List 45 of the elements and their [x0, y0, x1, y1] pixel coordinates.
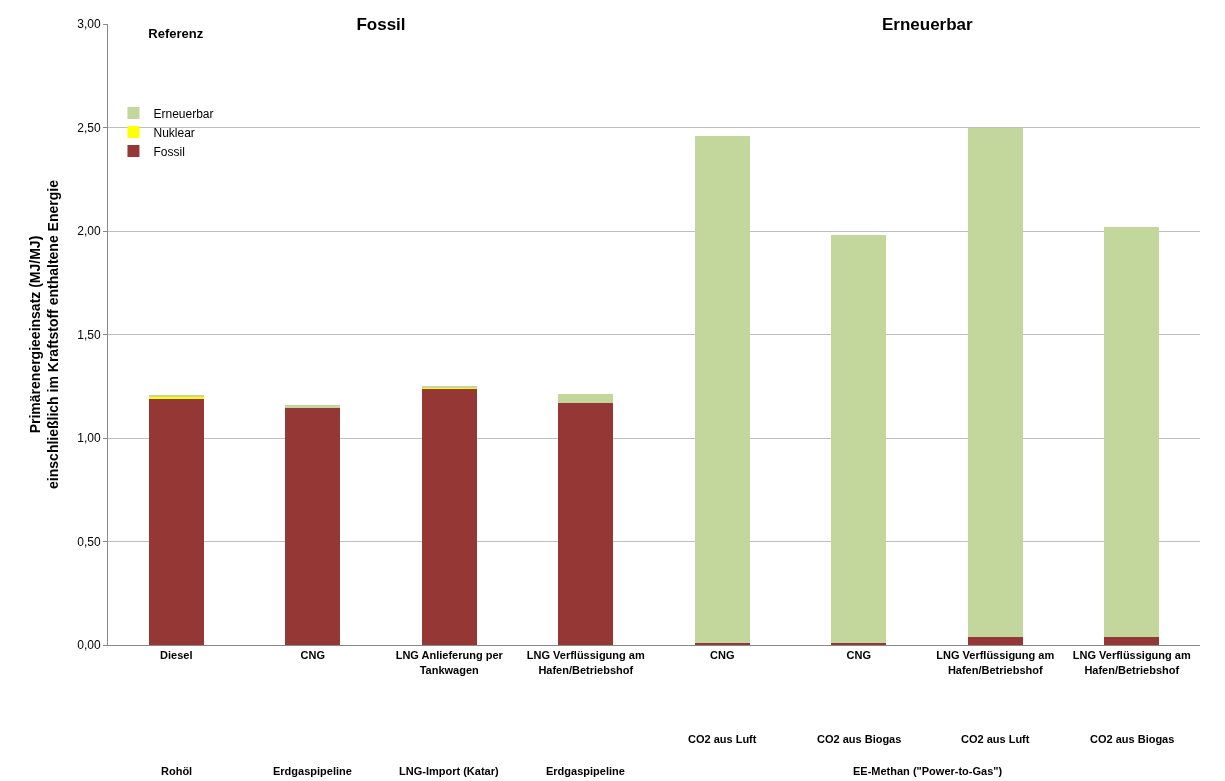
- text: CO2 aus Luft: [961, 733, 1030, 745]
- bar: [285, 407, 341, 645]
- bar: [831, 642, 887, 645]
- bar: [421, 388, 477, 645]
- y-tick-label: 2,50: [77, 120, 101, 135]
- bar: [558, 402, 614, 645]
- legend-label: Fossil: [153, 144, 185, 159]
- annotation: Erneuerbar: [881, 15, 974, 34]
- text: CO2 aus Biogas: [817, 733, 902, 745]
- y-tick-label: 0,00: [77, 638, 101, 653]
- legend-label: Erneuerbar: [153, 106, 214, 121]
- text: Erdgaspipeline: [546, 765, 625, 777]
- annotation: Fossil: [356, 15, 406, 34]
- x-tick-label: CNG: [710, 649, 735, 662]
- y-tick-label: 3,00: [77, 17, 101, 32]
- bar: [558, 393, 614, 403]
- y-tick-label: 2,00: [77, 224, 101, 239]
- x-tick-label: LNG Anlieferung per Tankwagen: [395, 649, 504, 676]
- legend-label: Nuklear: [153, 125, 195, 140]
- y-tick-label: 1,50: [77, 327, 101, 342]
- text: EE-Methan ("Power-to-Gas"): [853, 765, 1003, 777]
- bar: [1104, 636, 1160, 645]
- x-tick-label: LNG Verflüssigung am Hafen/Betriebshof: [936, 649, 1055, 676]
- x-tick-label: LNG Verflüssigung am Hafen/Betriebshof: [526, 649, 645, 676]
- text: CO2 aus Luft: [688, 733, 757, 745]
- text: CO2 aus Biogas: [1090, 733, 1175, 745]
- y-axis-title: Primärenergieeinsatz (MJ/MJ) einschließlich im Kraftstoff enthaltene Energie: [26, 179, 61, 489]
- x-tick-label: CNG: [300, 649, 325, 662]
- bar: [967, 636, 1023, 645]
- bar: [831, 235, 887, 643]
- bar: [694, 642, 750, 645]
- annotation: Referenz: [148, 26, 204, 41]
- bar: [967, 127, 1023, 637]
- y-tick-label: 0,50: [77, 534, 101, 549]
- text: Erdgaspipeline: [273, 765, 352, 777]
- x-tick-label: CNG: [846, 649, 871, 662]
- text: Rohöl: [161, 765, 193, 777]
- bar: [285, 404, 341, 408]
- bar: [148, 398, 204, 645]
- bar: [1104, 226, 1160, 637]
- x-tick-label: Diesel: [160, 649, 193, 662]
- bar: [694, 135, 750, 643]
- x-tick-label: LNG Verflüssigung am Hafen/Betriebshof: [1072, 649, 1191, 676]
- y-tick-label: 1,00: [77, 431, 101, 446]
- text: LNG-Import (Katar): [399, 765, 499, 777]
